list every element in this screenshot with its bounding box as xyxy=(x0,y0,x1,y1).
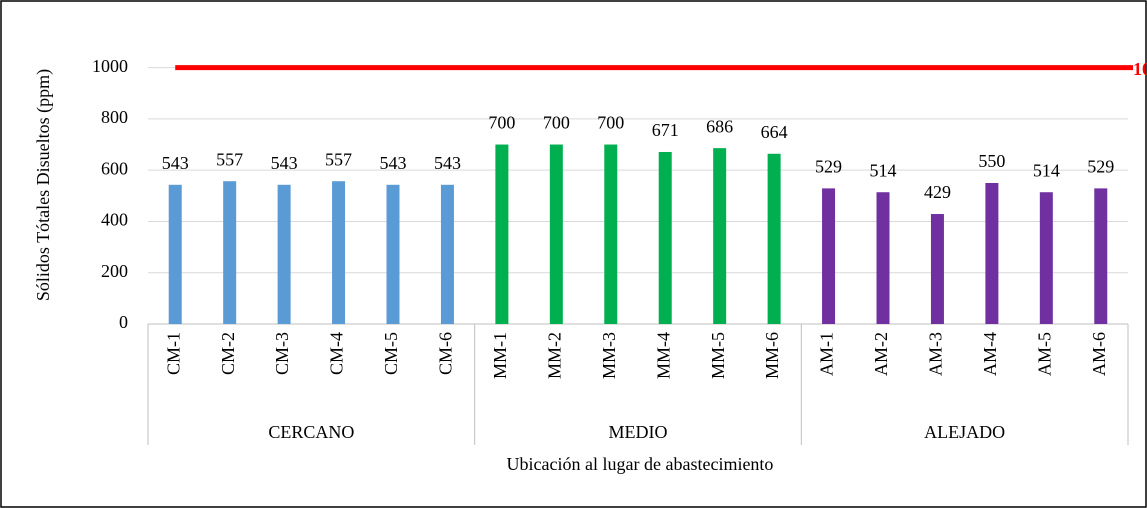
x-tick-label: CM-2 xyxy=(218,332,238,375)
bar xyxy=(495,144,509,324)
y-tick-label: 0 xyxy=(119,312,128,332)
bar xyxy=(930,214,944,324)
bar xyxy=(440,184,454,324)
data-label: 529 xyxy=(1087,157,1114,177)
x-tick-label: CM-4 xyxy=(327,332,347,375)
group-label: CERCANO xyxy=(268,422,354,442)
bar xyxy=(168,184,182,324)
y-tick-label: 200 xyxy=(101,261,128,281)
bar xyxy=(549,144,563,324)
x-tick-label: MM-4 xyxy=(653,332,673,379)
group-label: MEDIO xyxy=(609,422,668,442)
bar xyxy=(277,184,291,324)
x-tick-label: CM-1 xyxy=(163,332,183,375)
data-label: 529 xyxy=(815,157,842,177)
x-tick-label: CM-3 xyxy=(272,332,292,375)
data-label: 429 xyxy=(924,182,951,202)
data-label: 700 xyxy=(488,113,515,133)
x-tick-label: MM-1 xyxy=(490,332,510,379)
x-tick-label: CM-6 xyxy=(436,332,456,375)
x-tick-label: AM-3 xyxy=(926,332,946,376)
x-tick-label: AM-2 xyxy=(871,332,891,376)
data-label: 543 xyxy=(434,153,461,173)
bar xyxy=(876,192,890,324)
x-tick-label: AM-6 xyxy=(1089,332,1109,376)
data-label: 514 xyxy=(1033,160,1060,180)
bar xyxy=(658,151,672,324)
data-label: 543 xyxy=(162,153,189,173)
bar xyxy=(223,181,237,324)
x-tick-label: MM-2 xyxy=(544,332,564,379)
bar xyxy=(386,184,400,324)
x-tick-label: AM-4 xyxy=(980,332,1000,376)
x-tick-label: CM-5 xyxy=(381,332,401,375)
x-tick-label: AM-5 xyxy=(1034,332,1054,376)
bar xyxy=(1094,188,1108,324)
group-label: ALEJADO xyxy=(924,422,1005,442)
data-label: 543 xyxy=(380,153,407,173)
reference-label: 1000 xyxy=(1133,59,1147,79)
x-tick-label: MM-3 xyxy=(599,332,619,379)
data-label: 557 xyxy=(216,149,243,169)
data-label: 543 xyxy=(271,153,298,173)
data-label: 700 xyxy=(543,113,570,133)
y-tick-label: 1000 xyxy=(92,56,128,76)
bar xyxy=(332,181,346,324)
x-axis-label: Ubicación al lugar de abastecimiento xyxy=(507,454,774,474)
y-tick-label: 400 xyxy=(101,210,128,230)
bar xyxy=(604,144,618,324)
data-label: 514 xyxy=(870,160,897,180)
x-tick-label: MM-6 xyxy=(762,332,782,379)
y-tick-label: 600 xyxy=(101,158,128,178)
data-label: 550 xyxy=(978,151,1005,171)
bar xyxy=(822,188,836,324)
bar xyxy=(985,183,999,324)
bar xyxy=(767,153,781,324)
y-axis-label: Sólidos Tótales Disueltos (ppm) xyxy=(33,69,54,301)
data-label: 557 xyxy=(325,149,352,169)
data-label: 664 xyxy=(761,122,788,142)
x-tick-label: MM-5 xyxy=(708,332,728,379)
data-label: 686 xyxy=(706,116,733,136)
bar xyxy=(713,148,727,324)
data-label: 700 xyxy=(597,113,624,133)
data-label: 671 xyxy=(652,120,679,140)
x-tick-label: AM-1 xyxy=(817,332,837,376)
y-tick-label: 800 xyxy=(101,107,128,127)
bar xyxy=(1039,192,1053,324)
